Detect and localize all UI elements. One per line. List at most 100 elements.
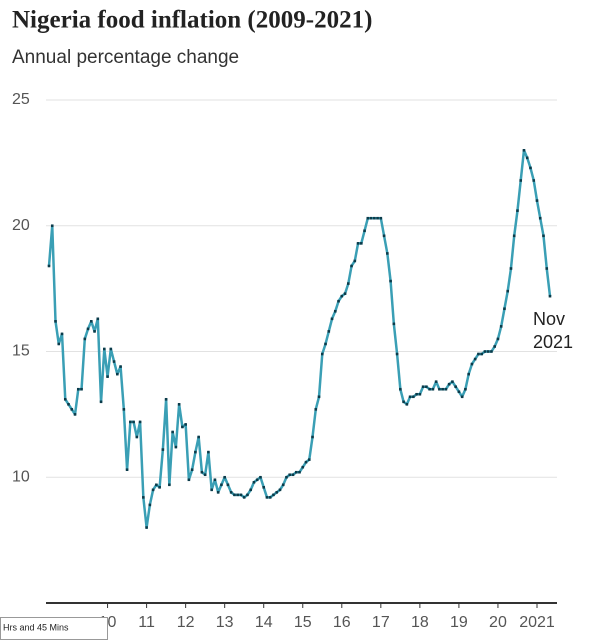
point <box>213 478 217 482</box>
point <box>314 408 318 411</box>
point <box>516 209 519 212</box>
x-tick-label: 20 <box>489 614 507 631</box>
point <box>428 387 431 391</box>
point <box>483 350 487 353</box>
x-tick-label: 12 <box>177 614 195 631</box>
point <box>379 216 383 220</box>
point <box>467 372 470 376</box>
point <box>346 282 350 285</box>
point <box>519 179 523 182</box>
point <box>203 473 207 477</box>
point <box>412 395 415 399</box>
point <box>532 179 536 182</box>
point <box>444 387 448 391</box>
x-tick-label: 2021 <box>519 614 555 631</box>
annotation: Nov <box>533 309 565 329</box>
point <box>386 252 389 255</box>
point <box>164 397 168 401</box>
point <box>285 475 288 479</box>
point <box>255 478 259 482</box>
point <box>216 491 220 494</box>
point <box>207 450 210 454</box>
point <box>408 395 412 399</box>
point <box>542 234 545 238</box>
point <box>103 347 106 351</box>
point <box>210 488 213 492</box>
point <box>262 486 266 489</box>
point <box>373 216 376 220</box>
point <box>63 397 67 401</box>
point <box>337 299 340 303</box>
point <box>89 320 93 323</box>
point <box>200 470 204 474</box>
point <box>268 496 272 499</box>
point <box>405 403 409 406</box>
y-tick-label: 25 <box>12 91 30 108</box>
y-tick-label: 10 <box>12 468 30 485</box>
point <box>360 242 363 245</box>
point <box>311 435 314 439</box>
point <box>109 347 113 351</box>
point <box>457 390 461 394</box>
point <box>229 491 233 494</box>
x-tick-label: 15 <box>294 614 312 631</box>
point <box>431 387 435 391</box>
point <box>447 382 451 386</box>
point <box>395 352 399 356</box>
point <box>83 337 87 341</box>
point <box>249 488 253 492</box>
point <box>93 330 96 333</box>
point <box>233 493 236 497</box>
point <box>54 320 57 323</box>
point <box>47 264 51 268</box>
point <box>158 486 161 489</box>
point <box>451 380 454 383</box>
point <box>278 488 282 492</box>
y-tick-label: 20 <box>12 217 30 234</box>
point <box>177 403 181 406</box>
y-tick-label: 15 <box>12 343 30 360</box>
point <box>486 350 490 353</box>
overlay-text: Hrs and 45 Mins <box>3 622 69 632</box>
point <box>460 395 464 399</box>
point <box>252 480 256 484</box>
point <box>96 317 100 321</box>
point <box>366 216 370 220</box>
point <box>470 362 474 366</box>
point <box>86 327 90 331</box>
point <box>242 496 246 499</box>
point <box>545 267 549 270</box>
point <box>132 420 135 424</box>
point <box>477 352 480 356</box>
point <box>80 387 83 391</box>
chart-title: Nigeria food inflation (2009-2021) <box>12 7 372 34</box>
point <box>529 166 532 170</box>
point <box>434 380 438 383</box>
point <box>535 199 539 202</box>
point <box>473 357 477 361</box>
point <box>60 332 64 336</box>
point <box>402 400 405 404</box>
point <box>135 435 139 439</box>
point <box>57 342 61 346</box>
point <box>145 526 148 529</box>
point <box>151 488 155 492</box>
x-tick-label: 18 <box>411 614 429 631</box>
point <box>246 493 249 497</box>
point <box>70 408 74 411</box>
point <box>438 387 441 391</box>
point <box>425 385 428 389</box>
point <box>294 470 298 474</box>
point <box>161 448 165 451</box>
point <box>369 216 373 220</box>
point <box>464 387 467 391</box>
x-tick-label: 16 <box>333 614 351 631</box>
point <box>506 289 510 293</box>
point <box>187 478 191 482</box>
point <box>281 483 285 487</box>
point <box>490 350 493 353</box>
point <box>220 483 223 487</box>
point <box>418 392 422 396</box>
annotation: 2021 <box>533 332 573 352</box>
